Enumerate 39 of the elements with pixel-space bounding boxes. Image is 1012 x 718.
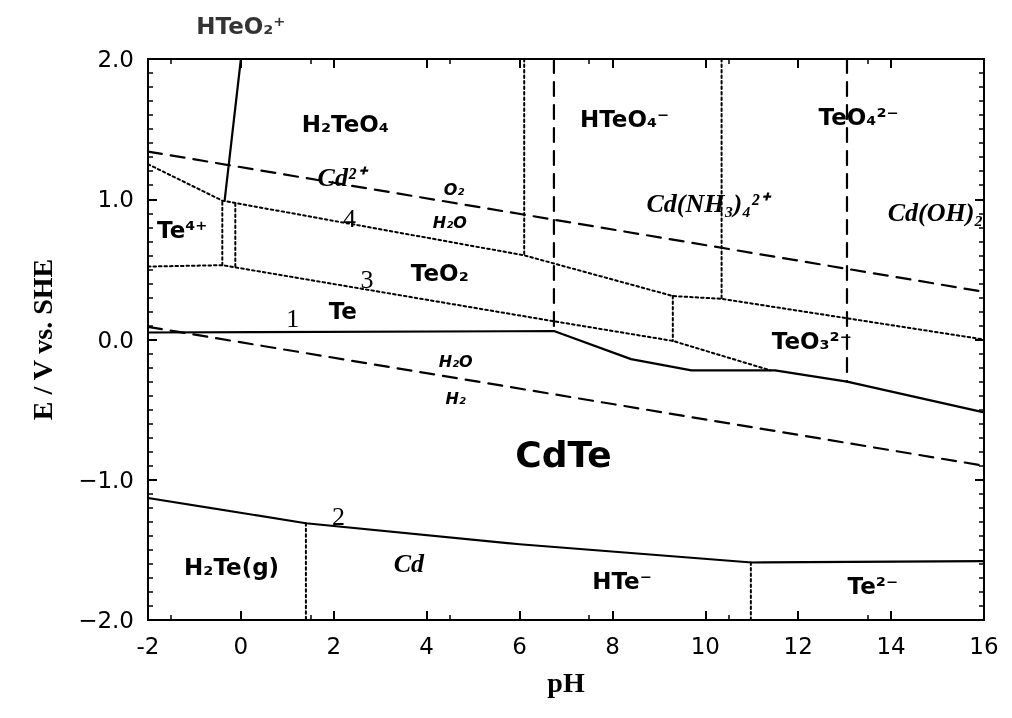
- annotation: Te²⁻: [847, 573, 899, 600]
- y-tick-label: 0.0: [97, 326, 134, 353]
- annotation: TeO₄²⁻: [818, 103, 899, 130]
- annotation: Cd²⁺: [317, 163, 369, 193]
- annotation: Cd(NH₃)₄²⁺: [646, 188, 773, 218]
- annotation: 1: [286, 304, 300, 334]
- y-tick-label: 2.0: [97, 46, 134, 72]
- annotation: CdTe: [515, 434, 612, 476]
- y-axis-title: E / V vs. SHE: [26, 258, 58, 421]
- x-tick-label: 12: [783, 632, 813, 659]
- annotation: H₂O: [432, 213, 468, 233]
- annotation: HTe⁻: [592, 567, 652, 594]
- annotation: H₂Te(g): [184, 553, 280, 580]
- x-tick-label: -2: [136, 632, 160, 659]
- annotation: 3: [360, 264, 374, 294]
- annotation: Te: [328, 298, 357, 325]
- x-tick-label: 10: [690, 632, 720, 659]
- annotation: H₂TeO₄: [301, 110, 389, 137]
- annotation: H₂: [445, 388, 466, 408]
- annotation: O₂: [443, 179, 465, 199]
- y-tick-label: −1.0: [78, 466, 134, 493]
- y-tick-label: −2.0: [78, 607, 134, 633]
- x-tick-label: 6: [512, 632, 527, 659]
- x-tick-label: 14: [876, 632, 906, 659]
- annotation: 2: [332, 501, 346, 531]
- y-tick-label: 1.0: [97, 186, 134, 213]
- annotation: TeO₂: [410, 260, 469, 287]
- annotation: H₂O: [438, 352, 474, 372]
- x-tick-label: 8: [605, 632, 620, 659]
- annotation: Cd: [393, 549, 425, 579]
- x-tick-label: 2: [326, 632, 342, 659]
- annotation: HTeO₂⁺: [196, 12, 286, 39]
- x-tick-label: 0: [233, 632, 249, 659]
- annotation: HTeO₄⁻: [579, 106, 670, 133]
- annotation: Te⁴⁺: [157, 217, 208, 244]
- x-axis-title: pH: [547, 666, 585, 698]
- annotation: Cd(OH)₂: [887, 197, 984, 227]
- x-tick-label: 4: [419, 632, 434, 659]
- x-tick-label: 16: [969, 632, 999, 659]
